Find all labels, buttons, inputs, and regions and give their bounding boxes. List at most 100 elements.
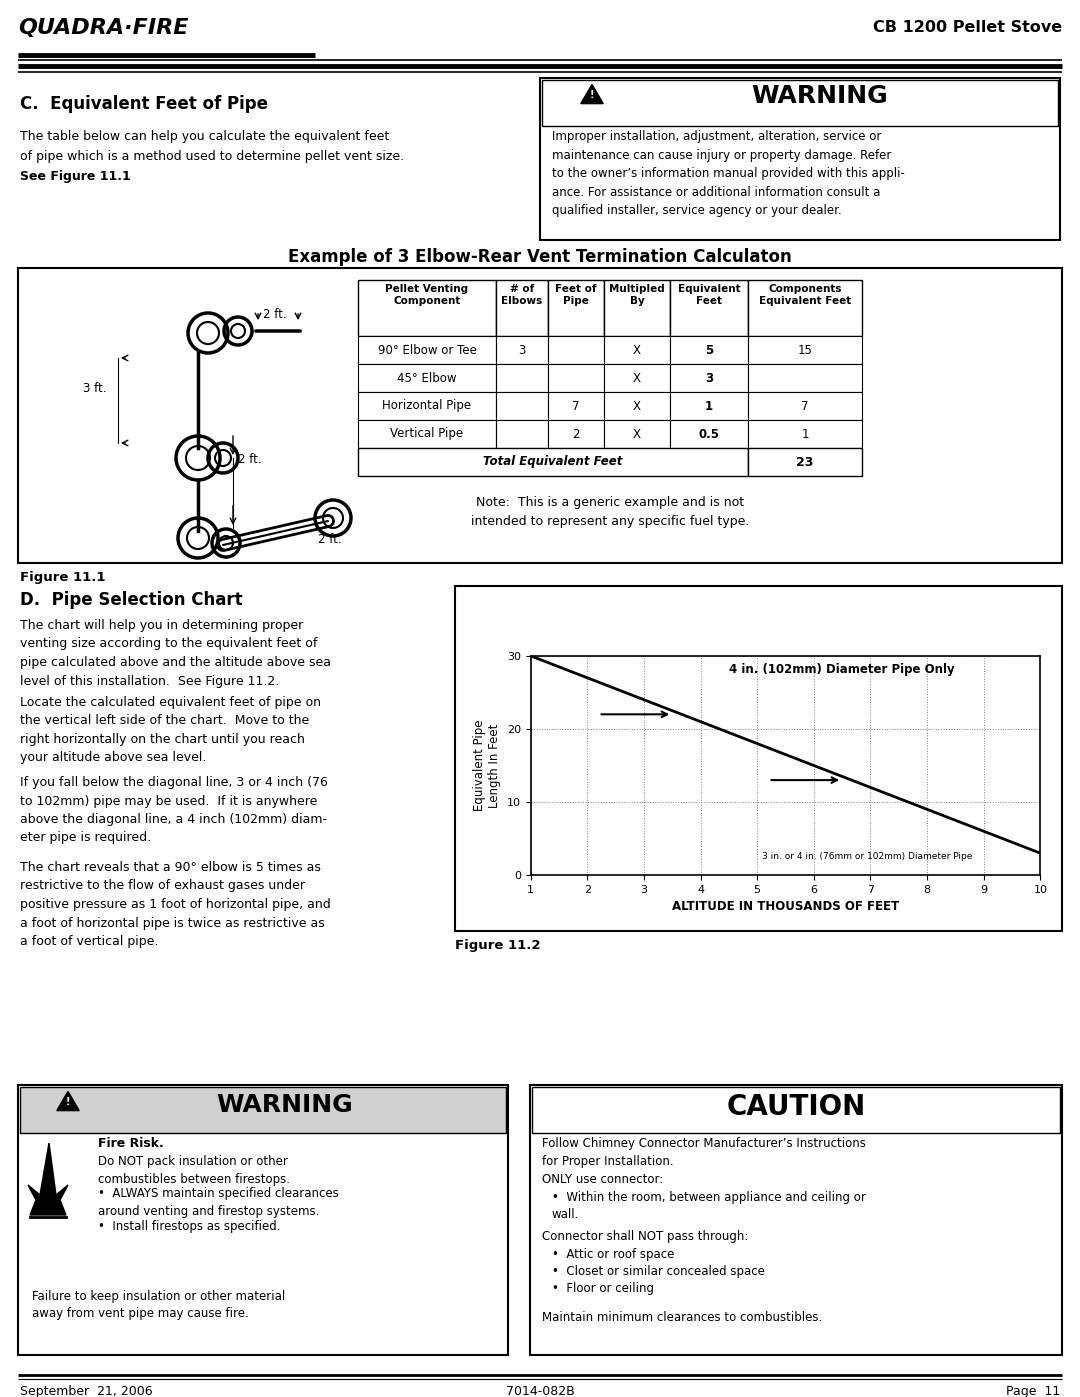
Text: 45° Elbow: 45° Elbow [397,372,457,384]
Text: 4 in. (102mm) Diameter Pipe Only: 4 in. (102mm) Diameter Pipe Only [729,664,955,676]
Text: 1: 1 [801,427,809,440]
Bar [548,279,604,337]
Text: •  Floor or ceiling: • Floor or ceiling [552,1282,654,1295]
Text: Connector shall NOT pass through:: Connector shall NOT pass through: [542,1229,748,1243]
Text: 5: 5 [705,344,713,356]
Text: Follow Chimney Connector Manufacturer’s Instructions
for Proper Installation.: Follow Chimney Connector Manufacturer’s … [542,1137,866,1168]
Bar [604,365,670,393]
Text: !: ! [66,1097,70,1106]
Bar [548,393,604,420]
Bar [18,1085,508,1355]
Bar [748,279,862,337]
Text: See Figure 11.1: See Figure 11.1 [21,170,131,183]
Text: Fire Risk.: Fire Risk. [98,1137,164,1150]
Text: Feet of
Pipe: Feet of Pipe [555,284,597,306]
Bar [748,337,862,365]
Text: Failure to keep insulation or other material
away from vent pipe may cause fire.: Failure to keep insulation or other mate… [32,1289,285,1320]
Text: Page  11: Page 11 [1005,1384,1059,1397]
Text: Total Equivalent Feet: Total Equivalent Feet [484,455,623,468]
Text: 3 in. or 4 in. (76mm or 102mm) Diameter Pipe: 3 in. or 4 in. (76mm or 102mm) Diameter … [762,852,972,862]
Text: 2: 2 [572,427,580,440]
Bar [670,337,748,365]
Text: 0.5: 0.5 [699,427,719,440]
Text: 23: 23 [796,455,813,468]
Text: X: X [633,400,642,412]
Text: Equivalent
Feet: Equivalent Feet [677,284,740,306]
Text: # of
Elbows: # of Elbows [501,284,542,306]
Text: 15: 15 [797,344,812,356]
Text: Maintain minimum clearances to combustibles.: Maintain minimum clearances to combustib… [542,1310,822,1324]
Text: Vertical Pipe: Vertical Pipe [391,427,463,440]
Text: 7: 7 [572,400,580,412]
Text: X: X [633,344,642,356]
Text: 3 ft.: 3 ft. [83,381,107,394]
Text: The chart will help you in determining proper
venting size according to the equi: The chart will help you in determining p… [21,619,330,687]
Text: X: X [633,372,642,384]
Y-axis label: Equivalent Pipe
Length In Feet: Equivalent Pipe Length In Feet [473,719,501,812]
Bar [540,78,1059,240]
Bar [748,420,862,448]
Text: WARNING: WARNING [752,84,889,108]
Text: If you fall below the diagonal line, 3 or 4 inch (76
to 102mm) pipe may be used.: If you fall below the diagonal line, 3 o… [21,775,328,845]
Text: •  Install firestops as specified.: • Install firestops as specified. [98,1220,281,1234]
Bar [357,365,496,393]
Text: •  Closet or similar concealed space: • Closet or similar concealed space [552,1266,765,1278]
Bar [604,279,670,337]
Text: Horizontal Pipe: Horizontal Pipe [382,400,472,412]
Polygon shape [57,1091,79,1111]
Text: C.  Equivalent Feet of Pipe: C. Equivalent Feet of Pipe [21,95,268,113]
Text: Figure 11.1: Figure 11.1 [21,571,106,584]
Text: CAUTION: CAUTION [727,1092,866,1120]
Text: •  Within the room, between appliance and ceiling or
wall.: • Within the room, between appliance and… [552,1192,866,1221]
Bar [496,337,548,365]
Text: 90° Elbow or Tee: 90° Elbow or Tee [378,344,476,356]
Text: Do NOT pack insulation or other
combustibles between firestops.: Do NOT pack insulation or other combusti… [98,1155,291,1186]
Bar [21,1087,507,1133]
Text: of pipe which is a method used to determine pellet vent size.: of pipe which is a method used to determ… [21,149,404,163]
Polygon shape [28,1143,68,1215]
Text: •  Attic or roof space: • Attic or roof space [552,1248,674,1261]
Bar [548,365,604,393]
Bar [604,393,670,420]
Text: 7: 7 [801,400,809,412]
Bar [670,365,748,393]
Text: D.  Pipe Selection Chart: D. Pipe Selection Chart [21,591,243,609]
Bar [670,420,748,448]
Text: WARNING: WARNING [217,1092,353,1118]
Text: CB 1200 Pellet Stove: CB 1200 Pellet Stove [873,20,1062,35]
Text: September  21, 2006: September 21, 2006 [21,1384,152,1397]
Bar [455,585,1062,930]
Bar [670,393,748,420]
Text: 2 ft.: 2 ft. [318,534,341,546]
Bar [18,268,1062,563]
Polygon shape [581,84,604,103]
Bar [496,420,548,448]
Text: Note:  This is a generic example and is not
intended to represent any specific f: Note: This is a generic example and is n… [471,496,750,528]
Bar [604,420,670,448]
Text: X: X [633,427,642,440]
Text: The table below can help you calculate the equivalent feet: The table below can help you calculate t… [21,130,389,142]
Text: The chart reveals that a 90° elbow is 5 times as
restrictive to the flow of exha: The chart reveals that a 90° elbow is 5 … [21,861,330,949]
Bar [670,279,748,337]
Bar [357,393,496,420]
Bar [357,337,496,365]
Bar [357,448,748,476]
Bar [548,420,604,448]
Text: 2 ft.: 2 ft. [238,453,261,467]
Bar [748,365,862,393]
Bar [542,80,1058,126]
Bar [357,279,496,337]
Bar [496,279,548,337]
Bar [548,337,604,365]
Bar [532,1087,1059,1133]
Bar [496,365,548,393]
Text: 2 ft.: 2 ft. [264,307,286,321]
Text: Multipled
By: Multipled By [609,284,665,306]
Text: Example of 3 Elbow-Rear Vent Termination Calculaton: Example of 3 Elbow-Rear Vent Termination… [288,249,792,265]
Text: 3: 3 [518,344,526,356]
Bar [496,393,548,420]
Text: Pellet Venting
Component: Pellet Venting Component [386,284,469,306]
Text: Locate the calculated equivalent feet of pipe on
the vertical left side of the c: Locate the calculated equivalent feet of… [21,696,321,764]
X-axis label: ALTITUDE IN THOUSANDS OF FEET: ALTITUDE IN THOUSANDS OF FEET [672,901,899,914]
Bar [357,420,496,448]
